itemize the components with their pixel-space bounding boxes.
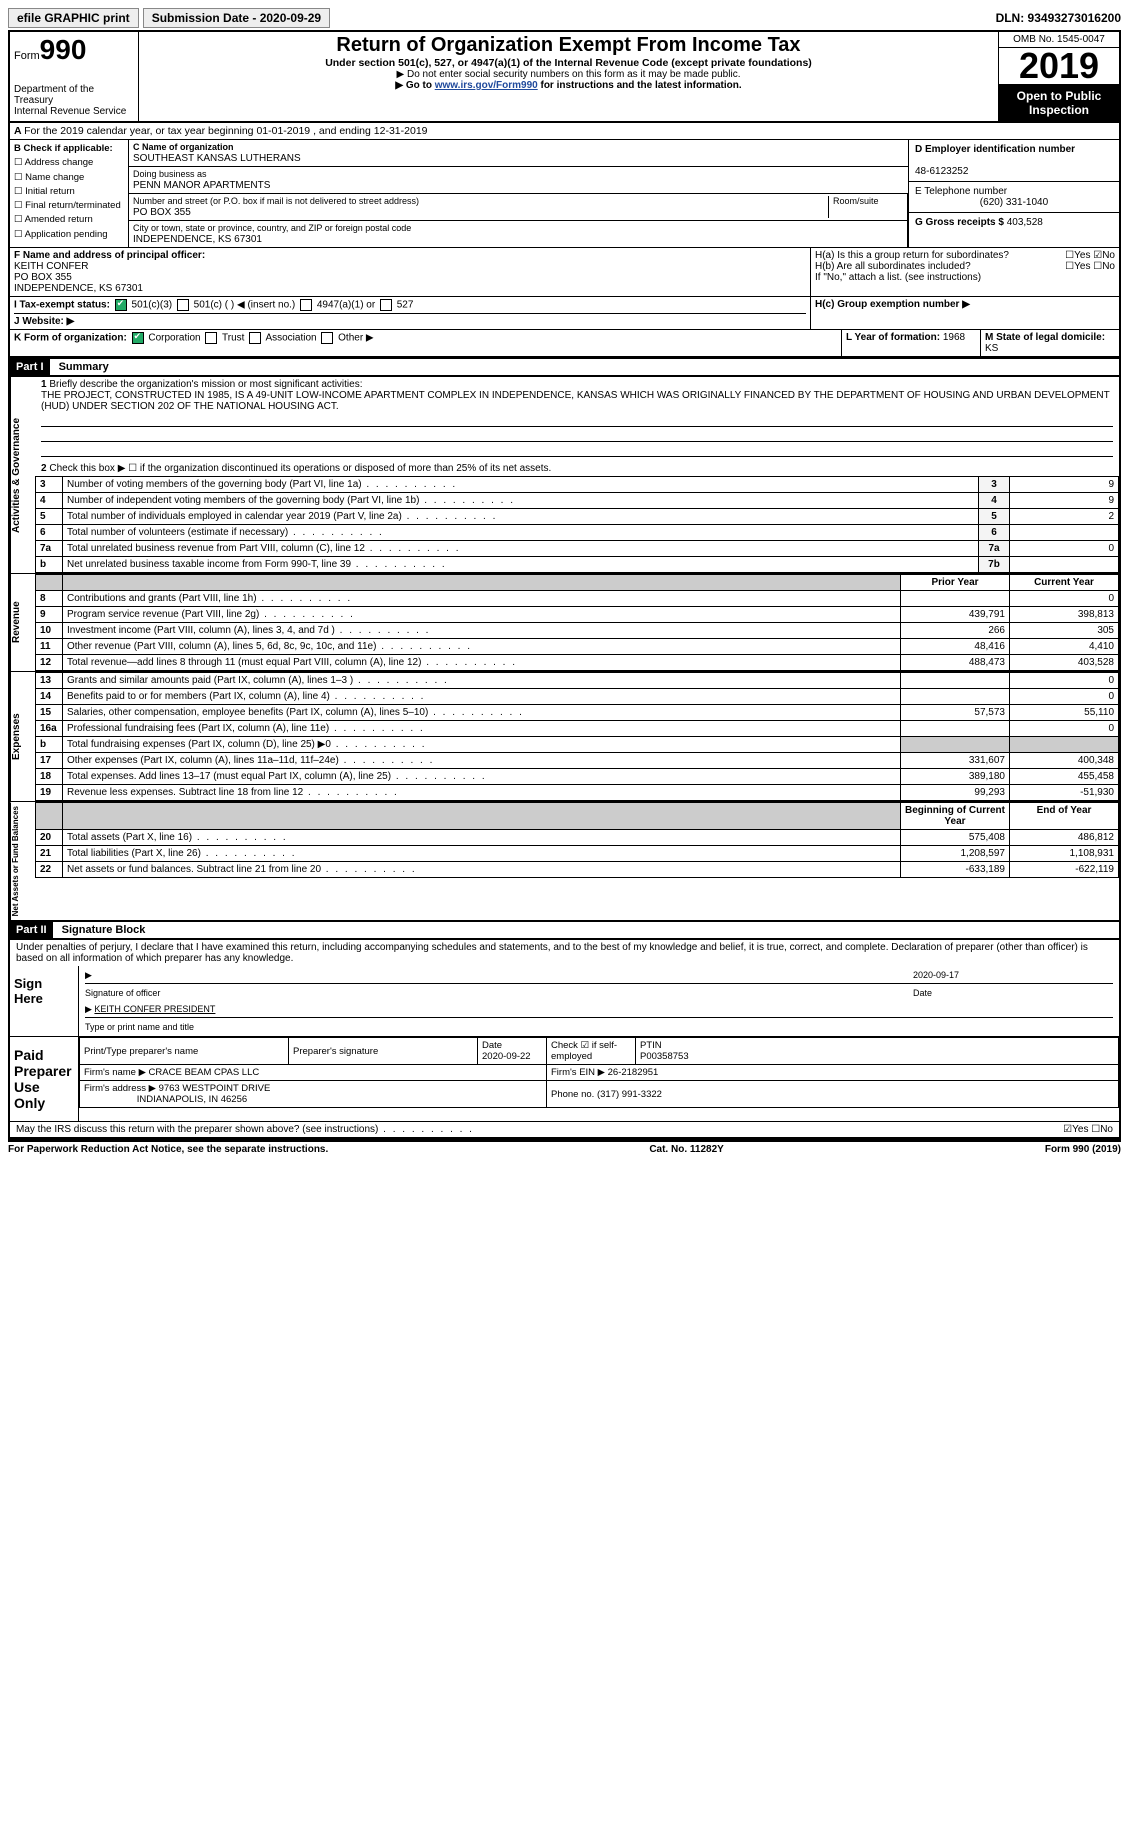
officer-signature-name: KEITH CONFER PRESIDENT bbox=[94, 1004, 215, 1014]
ein: 48-6123252 bbox=[915, 166, 968, 177]
gross-receipts: 403,528 bbox=[1007, 217, 1043, 228]
efile-print-button[interactable]: efile GRAPHIC print bbox=[8, 8, 139, 28]
sign-here-label: Sign Here bbox=[10, 966, 79, 1036]
tax-year: 2019 bbox=[999, 48, 1119, 85]
form-number: Form990 bbox=[14, 34, 134, 66]
open-public: Open to Public Inspection bbox=[999, 85, 1119, 121]
submission-date-button[interactable]: Submission Date - 2020-09-29 bbox=[143, 8, 330, 28]
dept-treasury: Department of the Treasury Internal Reve… bbox=[14, 84, 134, 117]
line-a: A For the 2019 calendar year, or tax yea… bbox=[10, 123, 1119, 140]
officer-name: KEITH CONFER bbox=[14, 261, 88, 272]
irs-link[interactable]: www.irs.gov/Form990 bbox=[435, 80, 538, 91]
form-subtitle: Under section 501(c), 527, or 4947(a)(1)… bbox=[143, 57, 994, 69]
part-1-header: Part I bbox=[10, 359, 50, 375]
note-link: ▶ Go to www.irs.gov/Form990 for instruct… bbox=[143, 80, 994, 91]
note-ssn: ▶ Do not enter social security numbers o… bbox=[143, 69, 994, 80]
paperwork-notice: For Paperwork Reduction Act Notice, see … bbox=[8, 1144, 328, 1155]
form-title: Return of Organization Exempt From Incom… bbox=[143, 34, 994, 57]
paid-preparer-label: Paid Preparer Use Only bbox=[10, 1037, 79, 1121]
expenses-label: Expenses bbox=[10, 672, 35, 801]
mission-text: THE PROJECT, CONSTRUCTED IN 1985, IS A 4… bbox=[41, 390, 1110, 412]
dba-name: PENN MANOR APARTMENTS bbox=[133, 180, 270, 191]
ptin: P00358753 bbox=[640, 1051, 689, 1062]
revenue-label: Revenue bbox=[10, 574, 35, 671]
telephone: (620) 331-1040 bbox=[915, 197, 1113, 208]
street-address: PO BOX 355 bbox=[133, 207, 191, 218]
form-footer: Form 990 (2019) bbox=[1045, 1144, 1121, 1155]
form-container: Form990 Department of the Treasury Inter… bbox=[8, 30, 1121, 1141]
501c3-checkbox[interactable] bbox=[115, 299, 127, 311]
activities-governance-label: Activities & Governance bbox=[10, 377, 35, 573]
firm-name: CRACE BEAM CPAS LLC bbox=[149, 1067, 260, 1078]
dln-label: DLN: 93493273016200 bbox=[996, 11, 1121, 25]
city-state-zip: INDEPENDENCE, KS 67301 bbox=[133, 234, 262, 245]
cat-number: Cat. No. 11282Y bbox=[649, 1144, 723, 1155]
net-assets-label: Net Assets or Fund Balances bbox=[10, 802, 35, 920]
box-b: B Check if applicable: Address change Na… bbox=[10, 140, 129, 248]
declaration-text: Under penalties of perjury, I declare th… bbox=[10, 940, 1119, 966]
part-2-header: Part II bbox=[10, 922, 53, 938]
corp-checkbox[interactable] bbox=[132, 332, 144, 344]
org-name: SOUTHEAST KANSAS LUTHERANS bbox=[133, 153, 301, 164]
